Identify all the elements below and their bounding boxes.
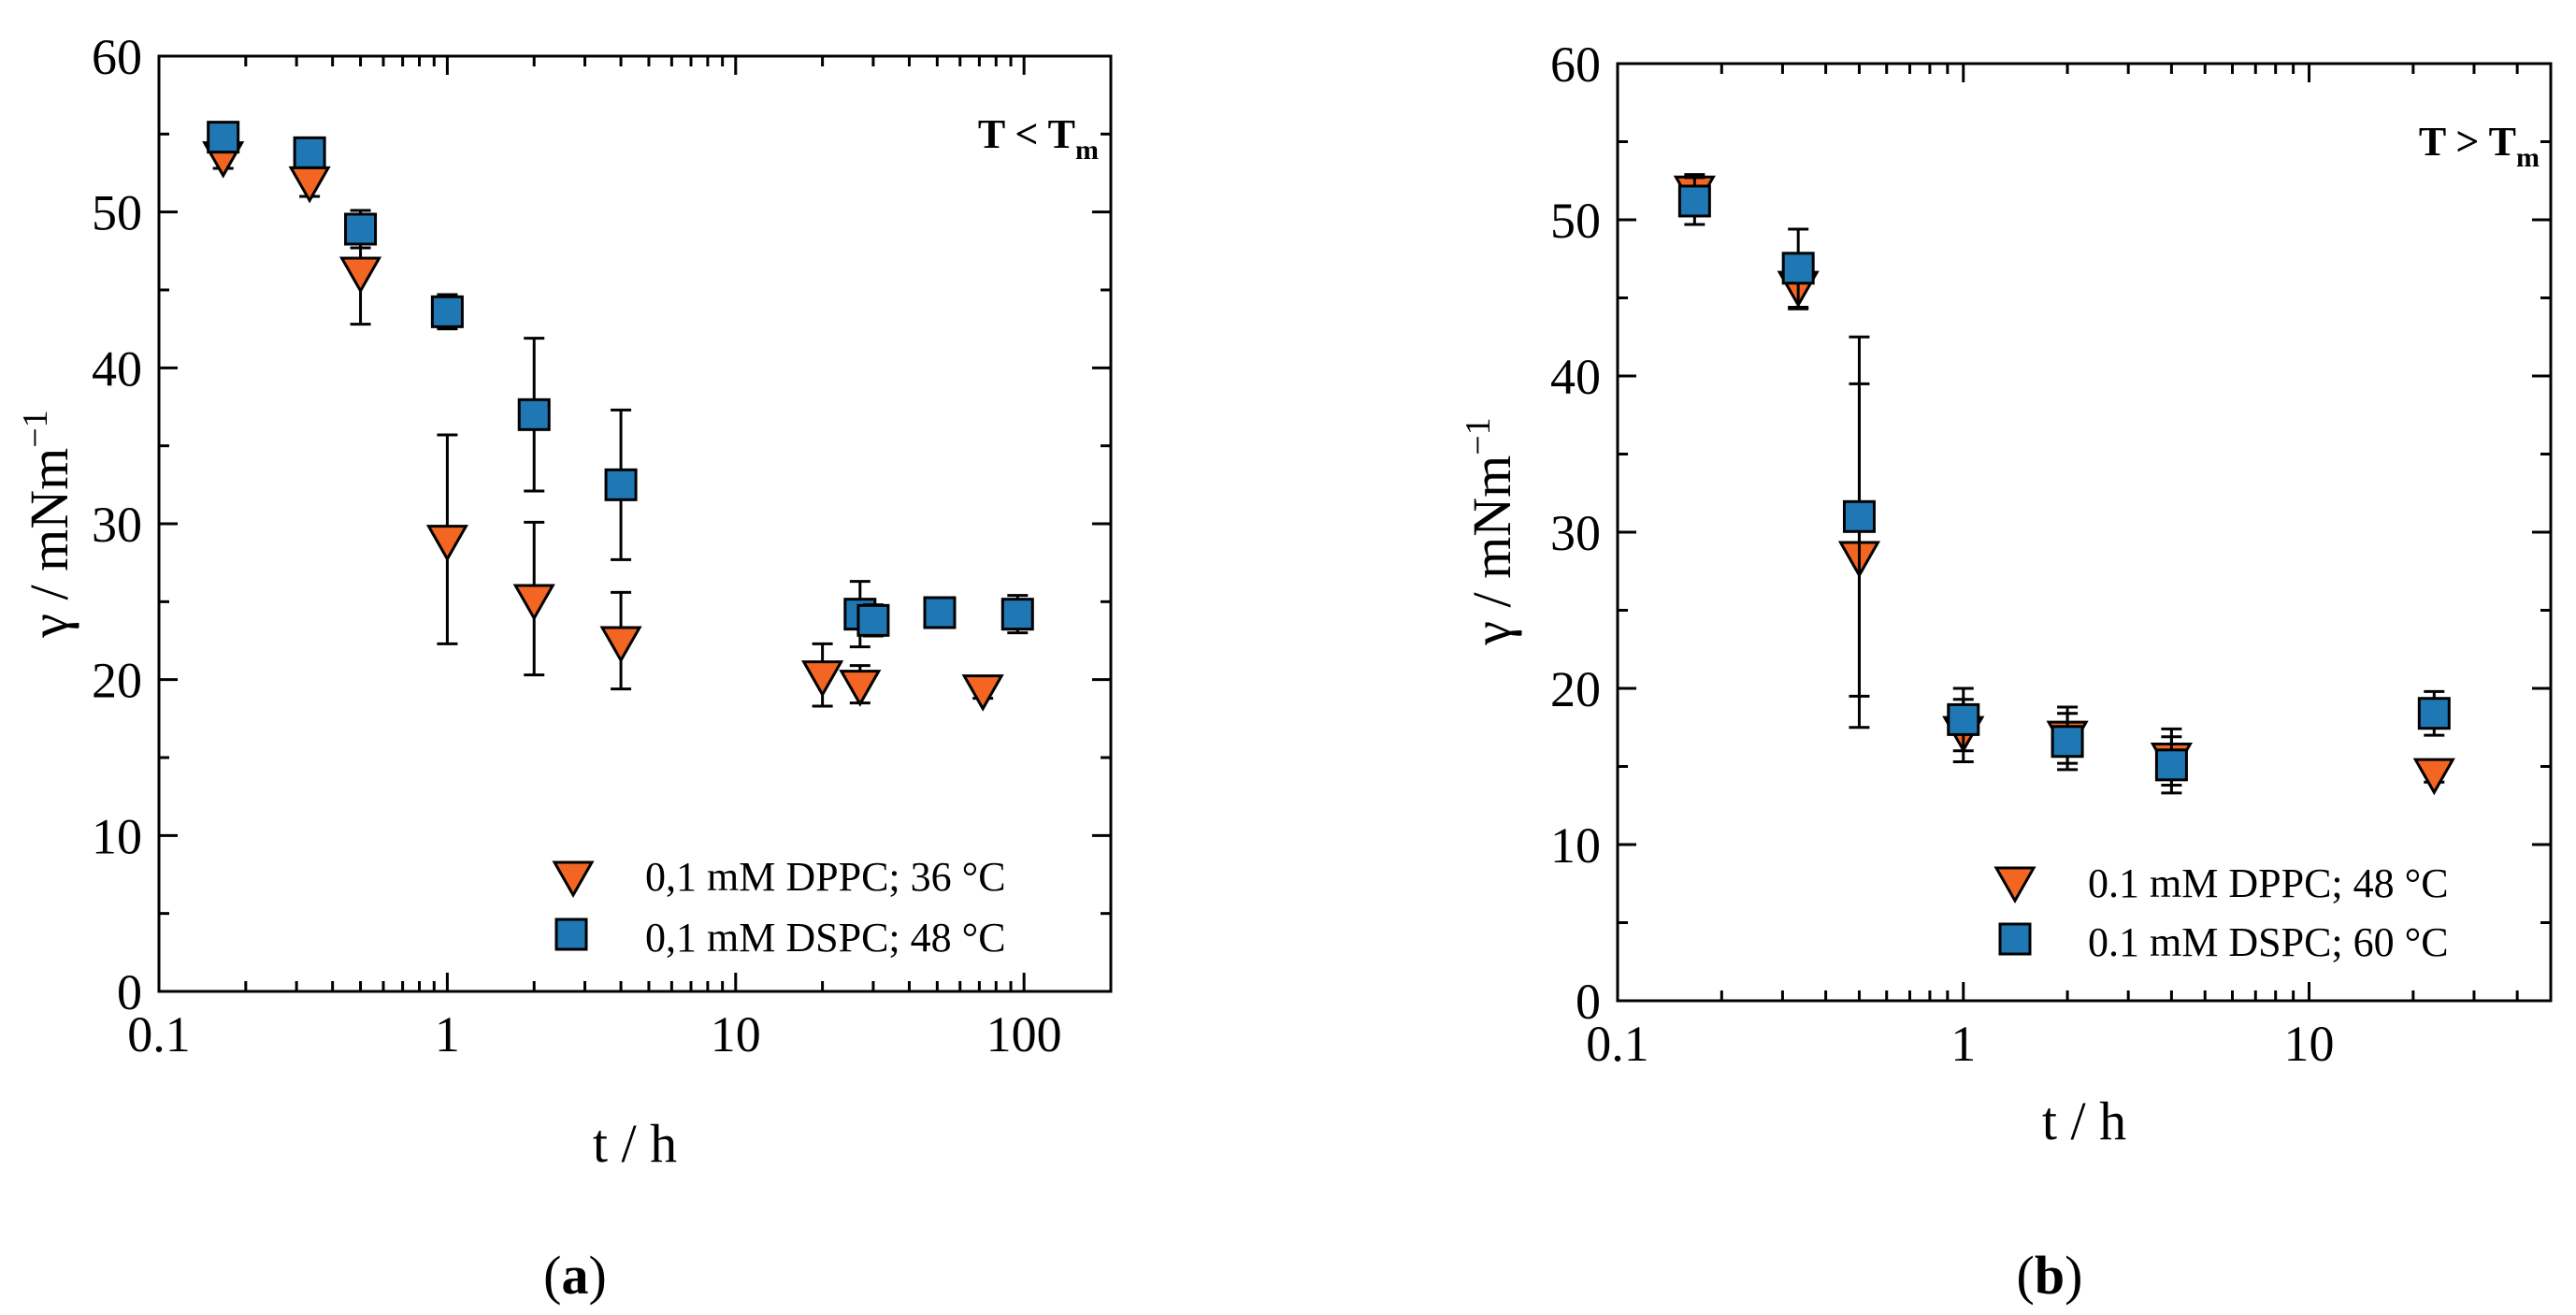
x-tick-label: 1 <box>1950 1016 1976 1072</box>
panel-b-y-axis-title: γ / mNm−1 <box>1459 417 1522 645</box>
square-marker <box>207 121 240 154</box>
square-marker <box>1781 252 1815 285</box>
x-tick-label: 10 <box>711 1006 761 1062</box>
data-point-dspc <box>923 596 957 629</box>
y-tick-label: 20 <box>1550 661 1601 717</box>
triangle-marker <box>599 626 642 664</box>
panel-a-x-tick-labels: 0.1 1 10 100 <box>127 1006 1061 1062</box>
data-point-dspc <box>1947 686 1980 753</box>
panel-a-legend-dppc-marker <box>552 860 595 899</box>
triangle-marker <box>425 525 468 562</box>
square-marker <box>2154 748 2188 782</box>
panel-a-condition-tag: T < Tm <box>978 111 1099 166</box>
x-tick-label: 0.1 <box>1586 1016 1649 1072</box>
y-tick-label: 40 <box>92 340 142 397</box>
panel-a-data-points <box>202 121 1034 712</box>
data-point-dspc <box>1000 594 1034 635</box>
data-point-dspc <box>2154 735 2188 795</box>
data-point-dppc <box>961 674 1004 712</box>
panel-b-legend-dspc-label: 0.1 mM DSPC; 60 °C <box>2088 919 2449 965</box>
square-marker <box>923 596 957 629</box>
triangle-marker <box>2412 758 2455 796</box>
panel-b-chart: 0 10 20 30 40 50 60 0.1 1 10 T > Tm 0.1 mM DPPC;… <box>1459 36 2553 1306</box>
panel-b-legend-dspc-marker <box>1998 922 2032 956</box>
data-point-dspc <box>430 293 464 331</box>
panel-a-legend-dppc-label: 0,1 mM DPPC; 36 °C <box>645 854 1006 900</box>
y-tick-label: 30 <box>92 497 142 553</box>
panel-a-legend: 0,1 mM DPPC; 36 °C 0,1 mM DSPC; 48 °C <box>552 854 1006 961</box>
panel-b-y-tick-labels: 0 10 20 30 40 50 60 <box>1550 36 1601 1030</box>
square-marker <box>1677 184 1711 218</box>
data-point-dppc <box>839 664 882 707</box>
data-point-dspc <box>293 136 326 169</box>
square-marker <box>1000 598 1034 631</box>
panel-a-ticks <box>157 54 1111 993</box>
x-tick-label: 1 <box>435 1006 460 1062</box>
y-tick-label: 60 <box>1550 36 1601 93</box>
panel-a-caption: (a) <box>543 1245 607 1306</box>
data-point-dppc <box>2412 758 2455 796</box>
x-tick-label: 0.1 <box>127 1006 191 1062</box>
y-tick-label: 20 <box>92 653 142 709</box>
panel-b-ticks <box>1616 62 2551 1003</box>
triangle-marker <box>288 166 331 204</box>
y-tick-label: 40 <box>1550 349 1601 405</box>
y-tick-label: 30 <box>1550 505 1601 561</box>
panel-b-legend-dppc-marker <box>1993 866 2036 904</box>
y-tick-label: 60 <box>92 29 142 85</box>
data-point-dspc <box>1842 335 1876 698</box>
y-tick-label: 10 <box>1550 817 1601 874</box>
y-tick-label: 10 <box>92 808 142 864</box>
y-tick-label: 0 <box>1576 974 1601 1030</box>
data-point-dspc <box>207 121 240 154</box>
panel-a-legend-dspc-marker <box>554 918 588 951</box>
triangle-marker <box>961 674 1004 712</box>
square-marker <box>2417 697 2451 730</box>
triangle-marker <box>801 660 844 698</box>
x-tick-label: 100 <box>986 1006 1062 1062</box>
panel-b-legend: 0.1 mM DPPC; 48 °C 0.1 mM DSPC; 60 °C <box>1993 860 2449 965</box>
square-marker <box>430 295 464 328</box>
panel-b-caption: (b) <box>2017 1245 2083 1306</box>
x-tick-label: 10 <box>2284 1016 2335 1072</box>
panel-a-chart: 0 10 20 30 40 50 60 0.1 1 10 100 T < Tm 0,1 mM DP… <box>16 29 1113 1306</box>
square-marker <box>517 397 551 431</box>
panel-b-x-axis-title: t / h <box>2042 1091 2126 1151</box>
data-point-dspc <box>2417 689 2451 737</box>
triangle-marker <box>839 670 882 707</box>
square-marker <box>344 212 378 246</box>
triangle-marker <box>512 584 555 622</box>
panel-a-x-axis-title: t / h <box>593 1113 677 1174</box>
data-point-dspc <box>2051 712 2084 772</box>
data-point-dppc <box>425 433 468 645</box>
data-point-dspc <box>1677 176 1711 226</box>
data-point-dspc <box>1781 227 1815 310</box>
panel-a-legend-dspc-label: 0,1 mM DSPC; 48 °C <box>645 915 1006 961</box>
data-point-dppc <box>801 642 844 708</box>
y-tick-label: 50 <box>92 185 142 241</box>
data-point-dppc <box>288 164 331 204</box>
panel-b-legend-dppc-label: 0.1 mM DPPC; 48 °C <box>2088 860 2449 906</box>
data-point-dppc <box>599 590 642 691</box>
panel-b-x-tick-labels: 0.1 1 10 <box>1586 1016 2334 1072</box>
panel-b-condition-tag: T > Tm <box>2419 119 2540 173</box>
square-marker <box>293 136 326 169</box>
y-tick-label: 0 <box>117 964 142 1020</box>
data-point-dppc <box>512 520 555 677</box>
square-marker <box>604 468 638 501</box>
square-marker <box>1842 499 1876 533</box>
square-marker <box>2051 725 2084 759</box>
square-marker <box>856 603 890 637</box>
panel-a-y-axis-title: γ / mNm−1 <box>16 410 79 638</box>
data-point-dspc <box>517 337 551 493</box>
data-point-dspc <box>856 603 890 638</box>
data-point-dspc <box>344 209 378 250</box>
triangle-marker <box>338 256 382 295</box>
data-point-dspc <box>604 408 638 561</box>
panel-b-data-points <box>1673 173 2455 796</box>
y-tick-label: 50 <box>1550 193 1601 249</box>
panel-a-y-tick-labels: 0 10 20 30 40 50 60 <box>92 29 142 1020</box>
square-marker <box>1947 702 1980 736</box>
